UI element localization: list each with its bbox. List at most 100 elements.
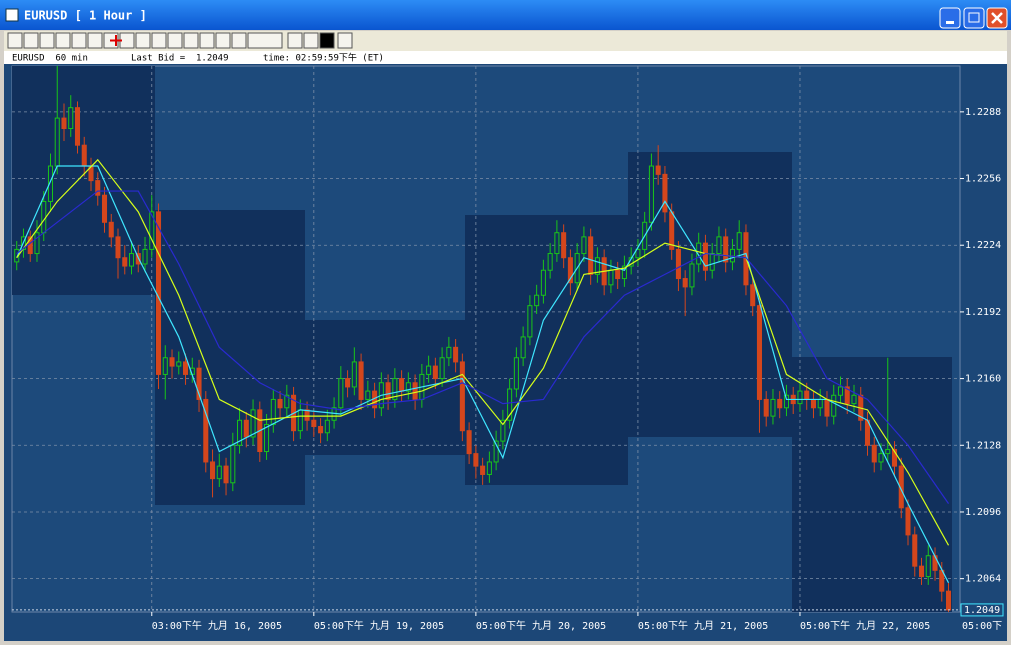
crosshair-icon (110, 35, 122, 46)
tool-button[interactable] (87, 32, 103, 49)
candle-body (635, 248, 641, 259)
candle-body (210, 461, 216, 480)
last-bid-box (960, 603, 1004, 617)
candle-body (723, 236, 729, 263)
moving-average-line (16, 158, 950, 546)
candle-body (588, 236, 594, 275)
tool-button[interactable] (135, 32, 151, 49)
tool-button[interactable] (303, 32, 319, 49)
tool-button[interactable] (287, 32, 303, 49)
candle-body (594, 257, 600, 275)
candle-body (216, 465, 222, 480)
candle-body (149, 211, 155, 250)
tool-button[interactable] (231, 32, 247, 49)
candle-body (439, 357, 445, 380)
time-label: time: 02:59:59下午 (ET) (263, 52, 384, 64)
day-range (628, 152, 792, 437)
y-tick-label: 1.2288 (965, 107, 1001, 118)
candle-body (68, 107, 74, 130)
x-tick-label: 03:00下午 九月 16, 2005 (152, 619, 282, 632)
tool-button[interactable] (215, 32, 231, 49)
candle-body (412, 382, 418, 400)
candle-body (318, 426, 324, 434)
candle-body (203, 398, 209, 463)
candle-body (770, 398, 776, 417)
tool-dropdown[interactable] (247, 32, 283, 49)
restore-button[interactable] (963, 7, 985, 29)
candle-body (763, 398, 769, 417)
candle-body (750, 284, 756, 307)
candle-body (783, 394, 789, 409)
candle-body (534, 294, 540, 307)
moving-average-line (16, 165, 950, 584)
tool-button[interactable] (167, 32, 183, 49)
day-range (465, 215, 628, 485)
candle-body (358, 361, 364, 400)
y-tick-label: 1.2160 (965, 374, 1001, 385)
tool-button[interactable] (7, 32, 23, 49)
minimize-button[interactable] (939, 7, 961, 29)
tool-button[interactable] (119, 32, 135, 49)
candle-body (264, 423, 270, 453)
candle-body (432, 365, 438, 380)
candle-body (74, 107, 81, 146)
candle-body (824, 398, 830, 417)
candle-body (500, 419, 506, 442)
symbol-period: EURUSD 60 min (12, 54, 88, 64)
candle-body (243, 419, 249, 438)
plot (11, 65, 961, 613)
tool-button[interactable] (23, 32, 39, 49)
minimize-glyph (946, 21, 954, 24)
day-range (305, 320, 465, 455)
last-bid-label: Last Bid = (131, 54, 186, 64)
candle-body (648, 165, 654, 223)
candle-body (804, 390, 810, 400)
candle-body (399, 378, 405, 392)
tool-button[interactable] (151, 32, 167, 49)
candle-body (324, 419, 330, 434)
candle-body (918, 565, 925, 578)
candle-body (270, 398, 276, 425)
candle-body (155, 211, 162, 375)
y-tick-label: 1.2192 (965, 307, 1001, 318)
candle-body (81, 144, 87, 167)
candle-body (115, 236, 121, 259)
tool-button[interactable] (337, 32, 353, 49)
candle-body (34, 232, 40, 255)
candle-body (675, 248, 681, 280)
x-tick-label: 05:00下午 九月 21, 2005 (638, 619, 768, 632)
candle-body (473, 453, 479, 467)
candle-body (925, 555, 931, 578)
candle-body (851, 394, 857, 405)
x-tick-label: 05:00下 (962, 621, 1002, 632)
candle-body (230, 444, 236, 484)
candle-body (459, 361, 465, 432)
candle-body (716, 236, 722, 255)
tool-button[interactable] (39, 32, 55, 49)
candle-body (108, 221, 114, 238)
candle-body (304, 409, 310, 421)
candle-body (655, 165, 661, 175)
tool-button[interactable] (183, 32, 199, 49)
tool-button[interactable] (199, 32, 215, 49)
candle-body (878, 453, 884, 463)
candle-body (891, 448, 898, 467)
last-bid-tag: 1.2049 (964, 605, 1000, 616)
candle-body (507, 388, 513, 421)
y-tick-label: 1.2064 (965, 574, 1001, 585)
candle-body (311, 419, 317, 428)
app-icon (5, 8, 19, 22)
color-button[interactable] (319, 32, 335, 49)
candle-body (122, 257, 128, 267)
x-tick-label: 05:00下午 九月 20, 2005 (476, 619, 606, 632)
tool-button[interactable] (71, 32, 87, 49)
candle-body (162, 357, 168, 375)
candle-body (797, 390, 803, 405)
candle-body (554, 232, 560, 255)
tool-button[interactable] (55, 32, 71, 49)
candle-body (561, 232, 567, 259)
candle-body (885, 448, 891, 455)
candle-body (101, 194, 108, 223)
candle-body (95, 180, 101, 196)
candle-body (385, 382, 391, 400)
